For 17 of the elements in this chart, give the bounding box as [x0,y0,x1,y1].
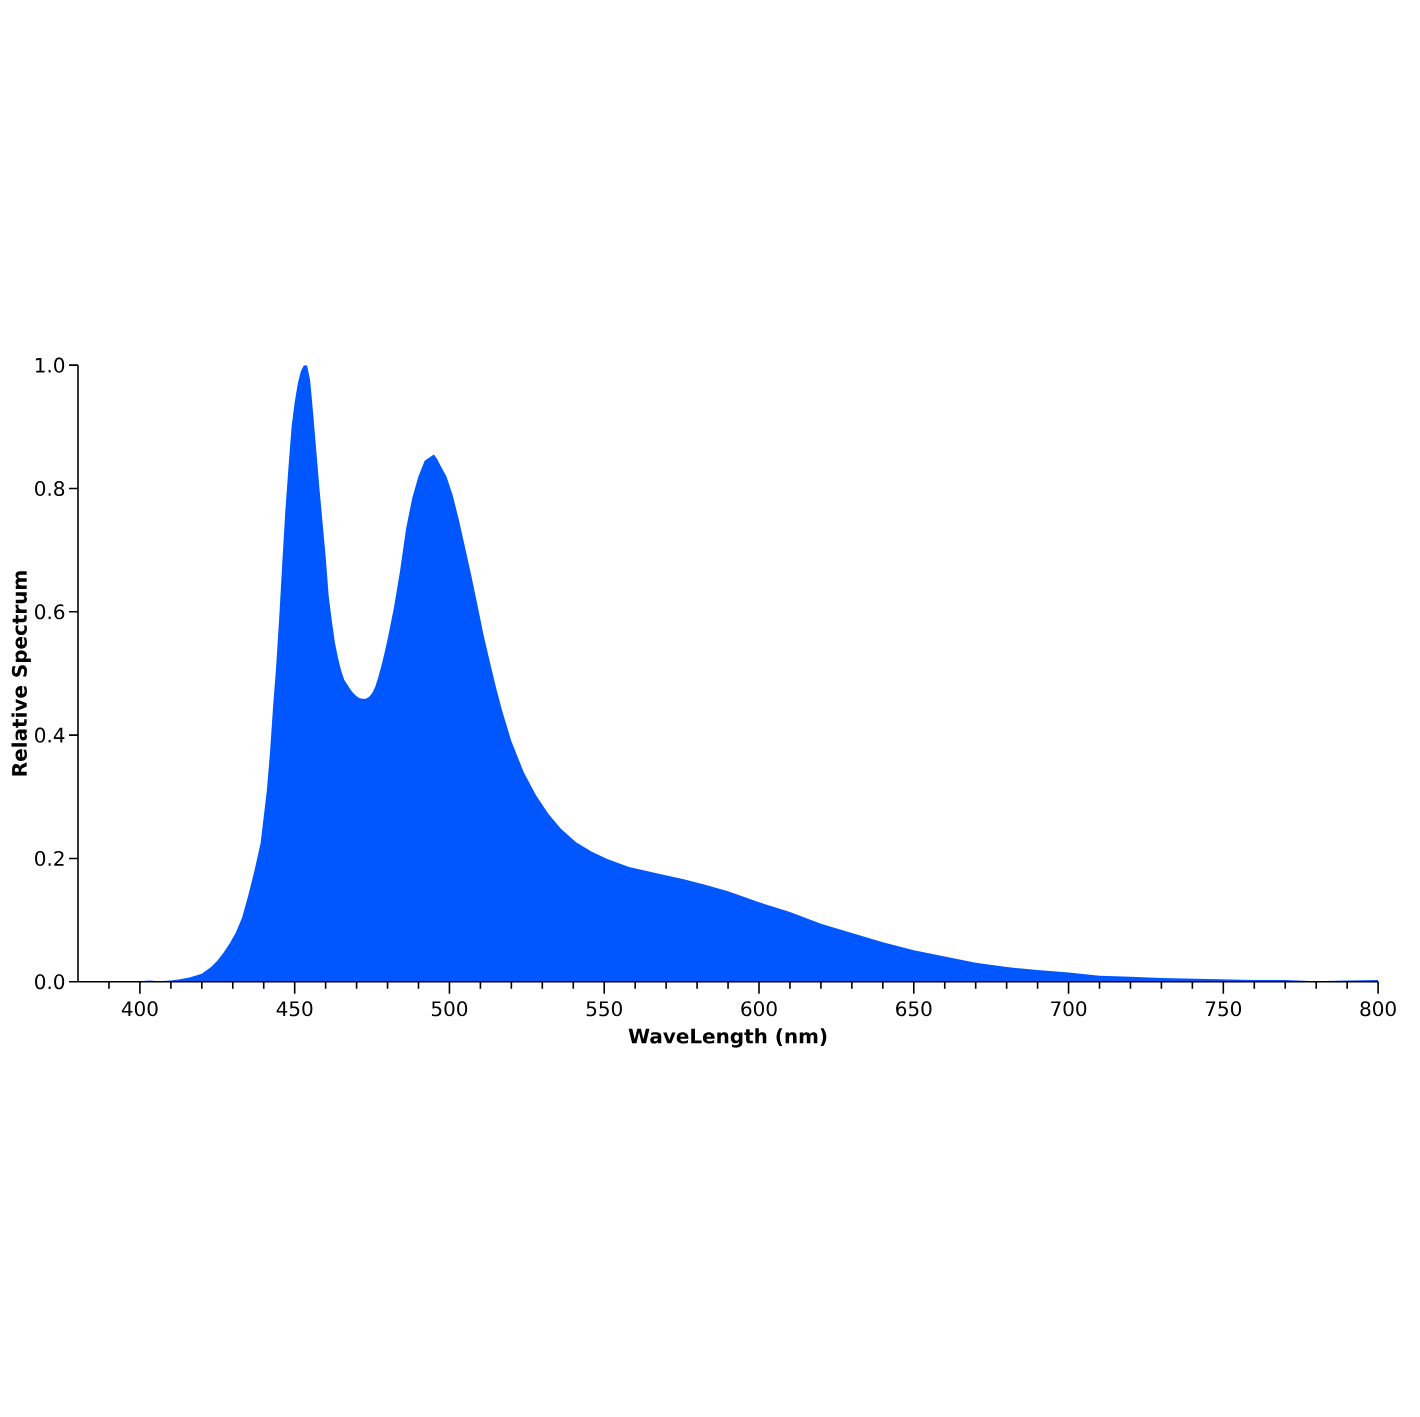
y-tick-label: 0.8 [35,481,65,497]
x-tick-label: 700 [1051,1001,1087,1017]
y-tick-label: 0.2 [35,851,64,867]
x-tick-label: 400 [121,1001,158,1017]
y-tick-label: 0.0 [35,974,65,990]
x-tick-label: 750 [1205,1001,1242,1017]
y-tick-label: 1.0 [35,357,65,373]
x-axis-title: WaveLength (nm) [628,1028,827,1048]
x-tick-label: 550 [586,1001,622,1017]
y-tick-label: 0.6 [35,604,65,620]
x-tick-label: 650 [896,1001,932,1017]
x-tick-label: 800 [1360,1001,1396,1017]
x-tick-label: 450 [276,1001,313,1017]
x-tick-label: 500 [431,1001,468,1017]
y-axis-title: Relative Spectrum [11,571,31,776]
y-tick-label: 0.4 [35,727,65,743]
x-tick-label: 600 [741,1001,777,1017]
